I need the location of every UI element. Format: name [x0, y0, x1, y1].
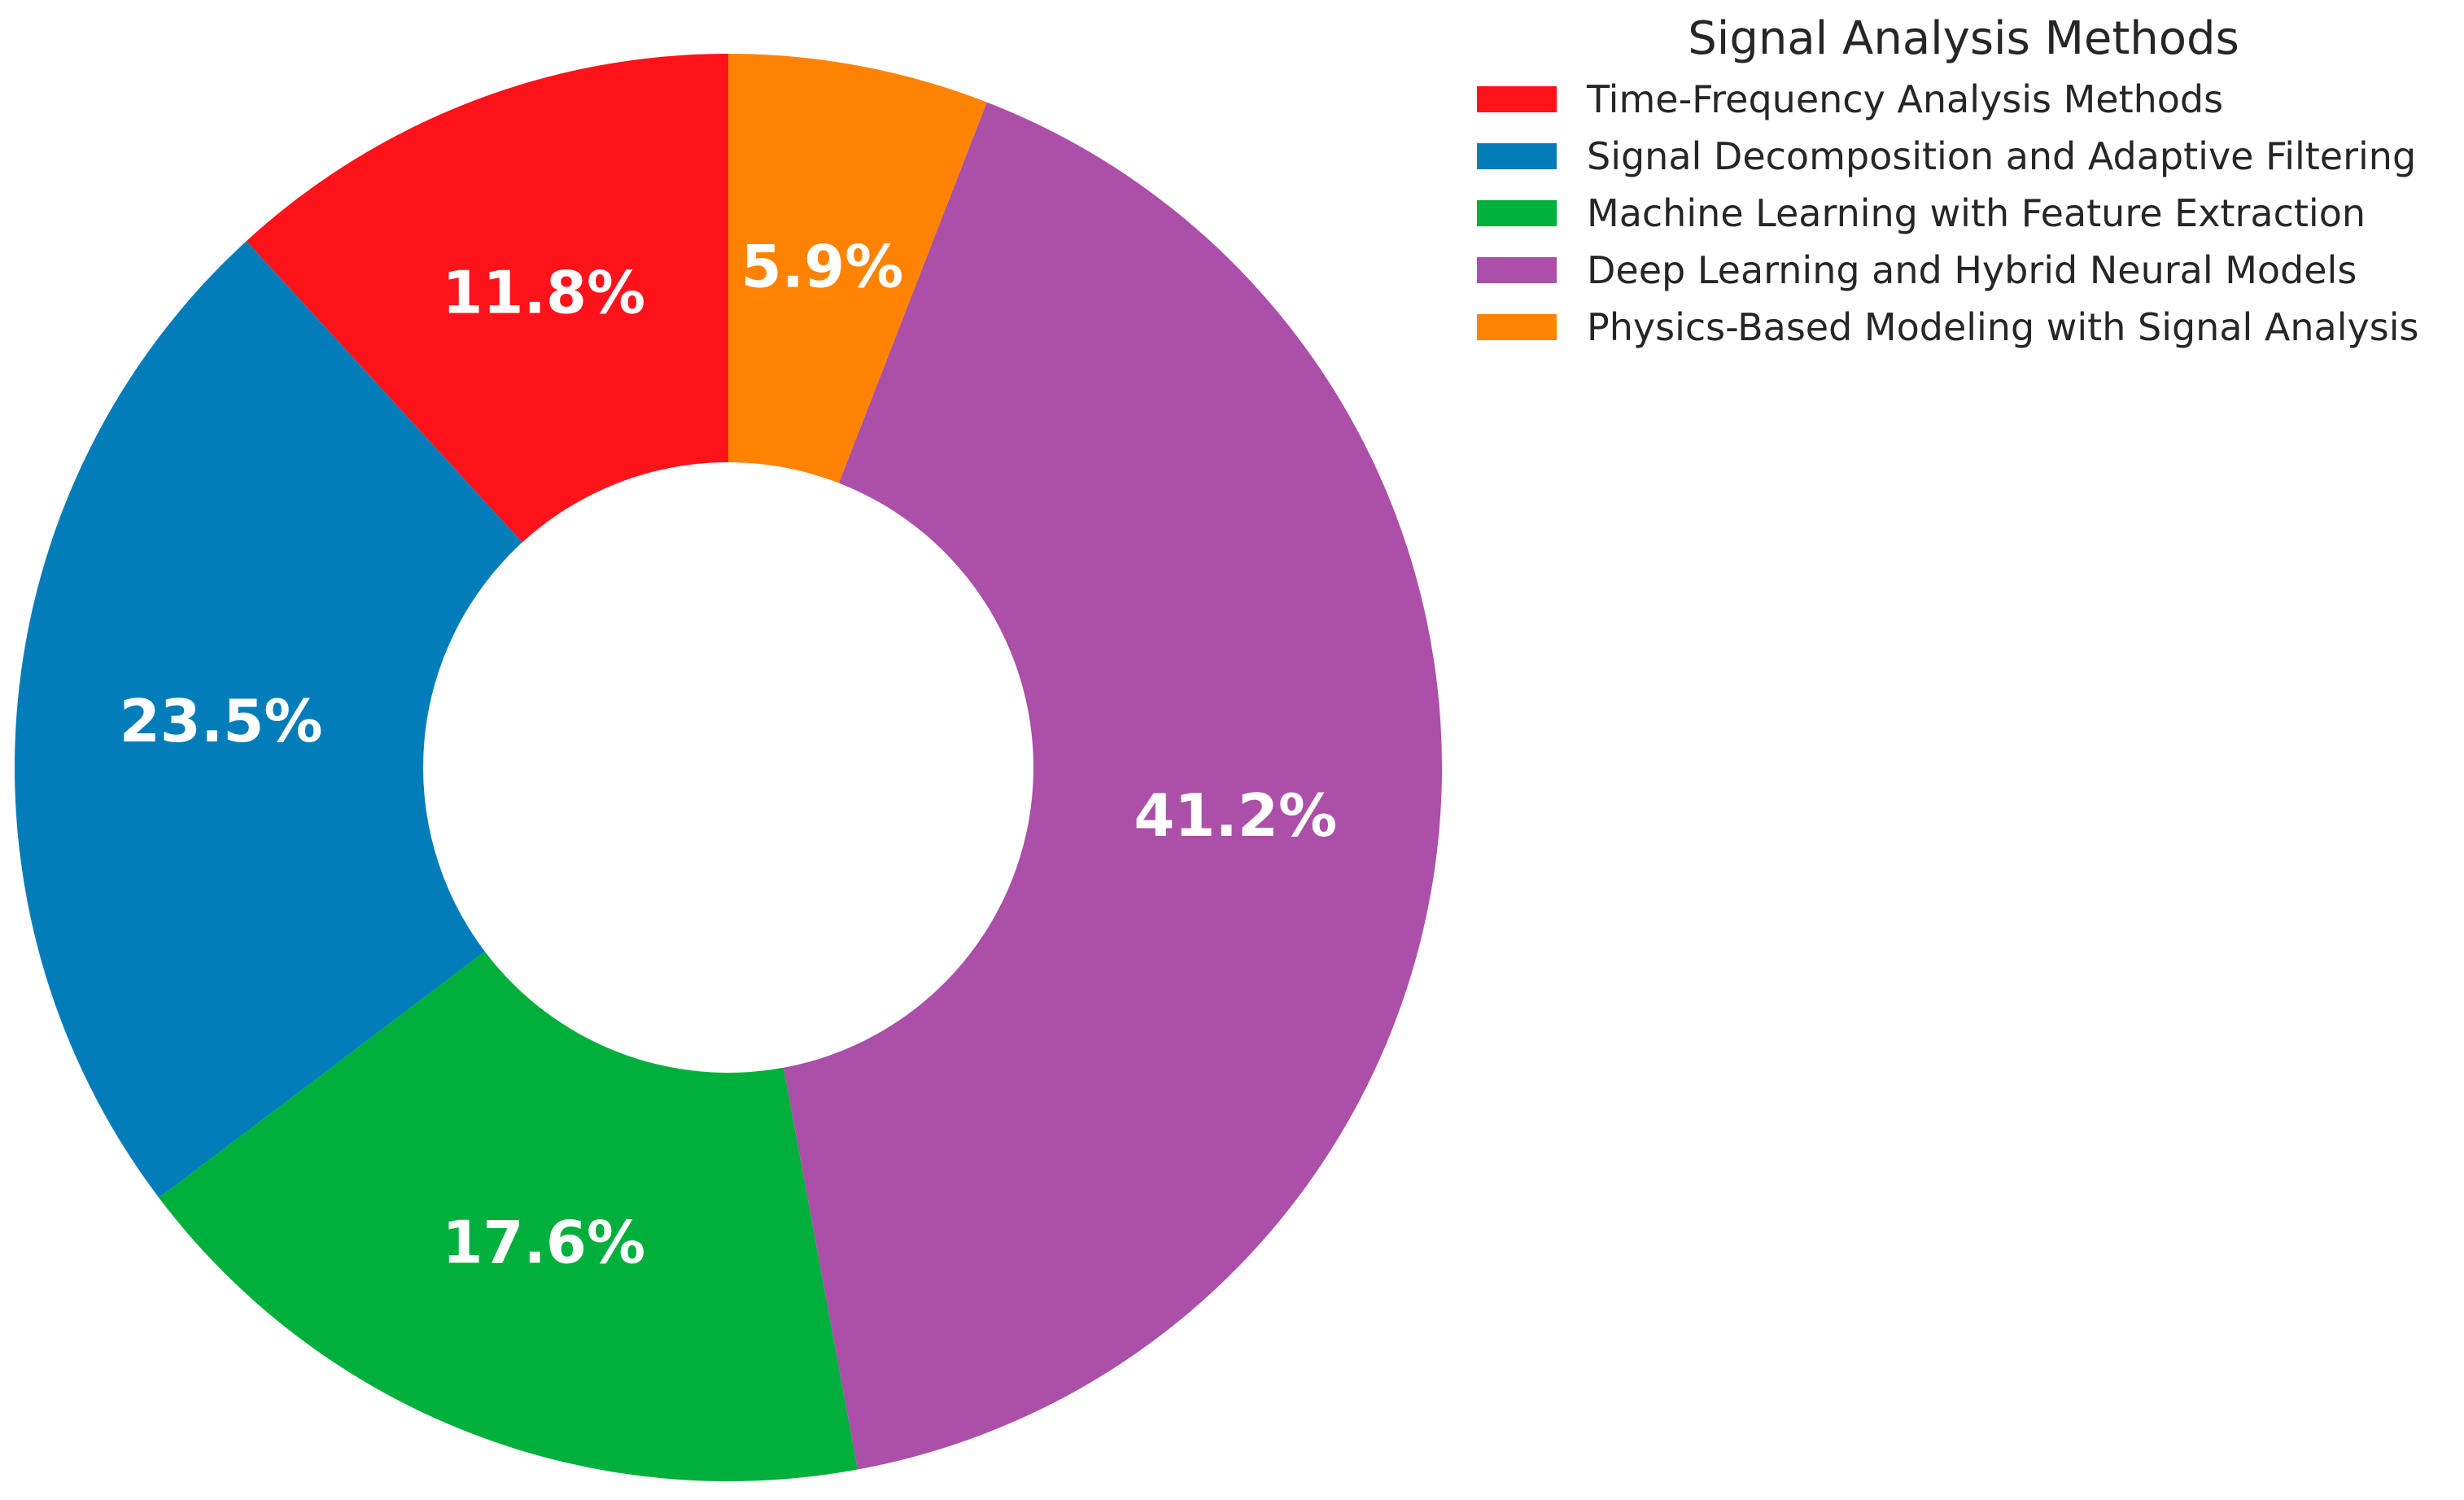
legend-label: Time-Frequency Analysis Methods	[1586, 77, 2223, 121]
legend-label: Machine Learning with Feature Extraction	[1587, 191, 2366, 235]
slice-percent-label: 5.9%	[741, 233, 904, 301]
legend-swatch	[1477, 200, 1557, 226]
donut-slice	[783, 102, 1442, 1470]
donut-slice	[14, 241, 522, 1198]
legend-entry: Machine Learning with Feature Extraction	[1477, 191, 2366, 235]
legend-title: Signal Analysis Methods	[1688, 12, 2239, 65]
slice-labels: 11.8% 23.5% 17.6% 41.2% 5.9%	[120, 233, 1337, 1277]
donut-slice	[246, 54, 728, 543]
legend-entry: Physics-Based Modeling with Signal Analy…	[1477, 305, 2418, 349]
legend-label: Deep Learning and Hybrid Neural Models	[1587, 248, 2357, 292]
legend-swatch	[1477, 257, 1557, 283]
legend-entry: Deep Learning and Hybrid Neural Models	[1477, 248, 2357, 292]
donut-slice	[728, 54, 987, 483]
slice-percent-label: 23.5%	[120, 687, 323, 755]
slice-percent-label: 41.2%	[1134, 781, 1337, 850]
legend-label: Signal Decomposition and Adaptive Filter…	[1587, 134, 2416, 178]
donut-slice	[159, 951, 858, 1481]
legend-swatch	[1477, 86, 1557, 112]
slice-percent-label: 11.8%	[442, 259, 645, 327]
slice-percent-label: 17.6%	[442, 1208, 645, 1276]
legend: Signal Analysis Methods Time-Frequency A…	[1477, 12, 2418, 349]
donut-slices	[14, 54, 1442, 1481]
legend-entry: Time-Frequency Analysis Methods	[1477, 77, 2223, 121]
legend-label: Physics-Based Modeling with Signal Analy…	[1587, 305, 2418, 349]
legend-entry: Signal Decomposition and Adaptive Filter…	[1477, 134, 2416, 178]
legend-swatch	[1477, 143, 1557, 169]
legend-swatch	[1477, 314, 1557, 340]
